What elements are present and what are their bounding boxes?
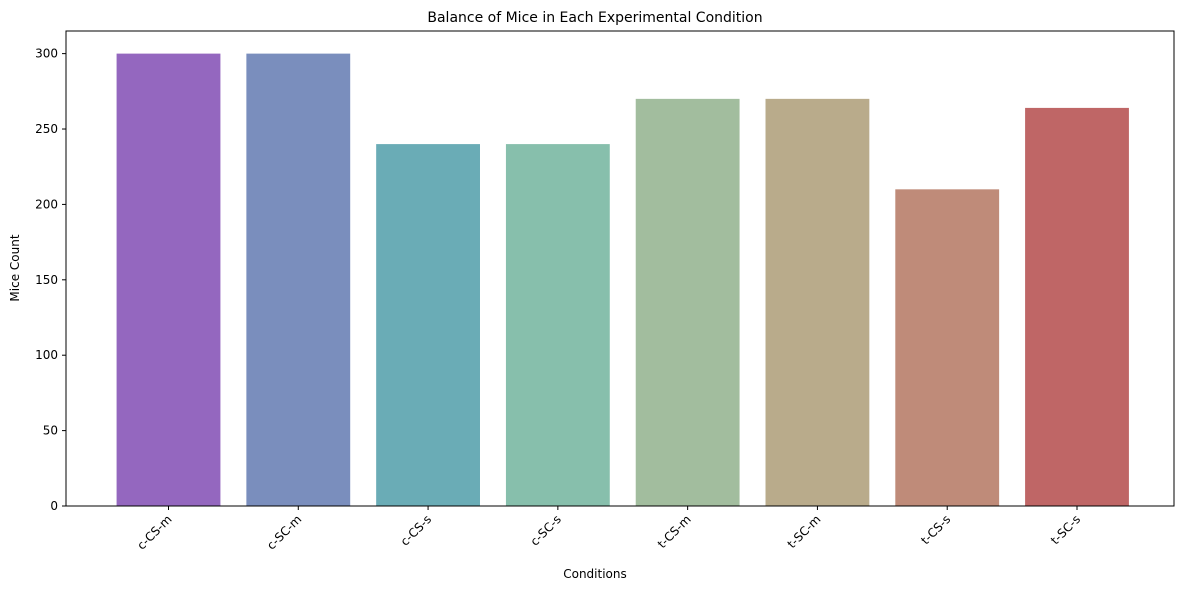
- x-axis-ticks: c-CS-m c-SC-m c-CS-s c-SC-s t-CS-m t-SC-m t-CS…: [134, 506, 1083, 552]
- y-tick-label: 100: [35, 348, 58, 362]
- bar-c-SC-m: [246, 53, 351, 507]
- bar-t-CS-m: [635, 98, 740, 507]
- bars-group: [116, 53, 1129, 507]
- x-tick-label: c-SC-m: [264, 512, 304, 552]
- bar-t-SC-m: [765, 98, 870, 507]
- x-tick-label: c-CS-s: [398, 512, 434, 548]
- y-tick-label: 0: [50, 499, 58, 513]
- x-tick-label: t-CS-s: [918, 512, 953, 547]
- bar-t-CS-s: [895, 189, 1000, 506]
- bar-c-CS-m: [116, 53, 221, 507]
- bar-c-CS-s: [376, 144, 480, 506]
- y-tick-label: 50: [43, 424, 58, 438]
- bar-t-SC-s: [1025, 107, 1129, 507]
- x-tick-label: c-CS-m: [134, 512, 174, 552]
- x-tick-label: t-SC-m: [785, 512, 824, 551]
- y-tick-label: 150: [35, 273, 58, 287]
- y-tick-label: 300: [35, 47, 58, 61]
- x-tick-label: t-SC-s: [1048, 512, 1083, 547]
- plot-frame: [65, 30, 1175, 507]
- y-axis-label: Mice Count: [8, 234, 22, 301]
- x-tick-label: c-SC-s: [528, 512, 564, 548]
- x-tick-label: t-CS-m: [655, 512, 694, 551]
- bar-c-SC-s: [505, 144, 610, 506]
- y-tick-label: 200: [35, 197, 58, 211]
- x-axis-label: Conditions: [563, 567, 627, 581]
- chart-title: Balance of Mice in Each Experimental Con…: [427, 10, 762, 26]
- y-axis-ticks: 0 50 100 150 200 250 300: [35, 47, 66, 513]
- y-tick-label: 250: [35, 122, 58, 136]
